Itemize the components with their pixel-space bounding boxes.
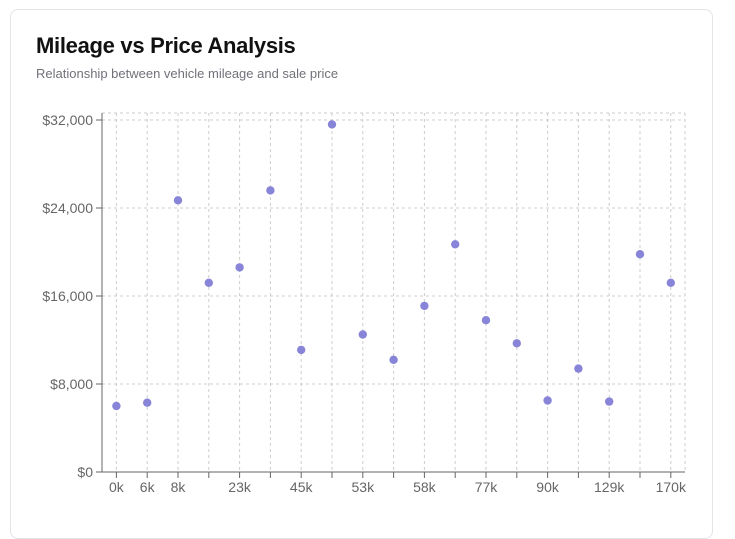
scatter-point[interactable] — [605, 397, 614, 406]
x-tick-label: 53k — [352, 479, 376, 495]
x-tick-label: 90k — [536, 479, 560, 495]
scatter-point[interactable] — [143, 398, 152, 407]
x-tick-label: 8k — [171, 479, 187, 495]
scatter-point[interactable] — [327, 120, 337, 129]
x-tick-label: 58k — [413, 479, 437, 495]
scatter-point[interactable] — [512, 339, 521, 348]
x-tick-label: 45k — [290, 479, 314, 495]
scatter-point[interactable] — [235, 263, 244, 272]
scatter-point[interactable] — [543, 396, 552, 405]
scatter-point[interactable] — [389, 355, 398, 364]
scatter-point[interactable] — [297, 345, 306, 355]
scatter-point[interactable] — [481, 316, 491, 325]
scatter-point[interactable] — [574, 364, 583, 373]
y-tick-label: $8,000 — [50, 376, 93, 392]
scatter-point[interactable] — [204, 278, 213, 287]
scatter-chart: $0 $8,000 $16,000 $24,000 $32,000 0k 6k 8k 23k 45… — [42, 112, 687, 495]
x-tick-label: 6k — [140, 479, 156, 495]
x-tick-label: 129k — [594, 479, 625, 495]
x-tick-label: 77k — [475, 479, 499, 495]
scatter-point[interactable] — [112, 401, 121, 411]
chart-grid — [102, 112, 686, 473]
chart-card — [10, 9, 713, 539]
scatter-point[interactable] — [420, 301, 429, 311]
y-tick-label: $32,000 — [42, 112, 93, 128]
x-tick-label: 0k — [109, 479, 125, 495]
chart-title: Mileage vs Price Analysis — [36, 33, 296, 58]
scatter-point[interactable] — [266, 186, 275, 195]
scatter-point[interactable] — [635, 250, 645, 259]
scatter-point[interactable] — [666, 278, 675, 287]
scatter-point[interactable] — [358, 330, 367, 339]
y-tick-label: $24,000 — [42, 200, 93, 216]
chart-subtitle: Relationship between vehicle mileage and… — [36, 66, 339, 81]
chart-tick-labels: $0 $8,000 $16,000 $24,000 $32,000 0k 6k 8k 23k 45… — [42, 112, 687, 495]
scatter-point[interactable] — [173, 196, 183, 205]
y-tick-label: $0 — [77, 464, 93, 480]
x-tick-label: 23k — [228, 479, 252, 495]
scatter-point[interactable] — [451, 240, 460, 249]
x-tick-label: 170k — [656, 479, 687, 495]
chart-axes — [96, 113, 685, 478]
y-tick-label: $16,000 — [42, 288, 93, 304]
chart-points — [112, 120, 675, 411]
